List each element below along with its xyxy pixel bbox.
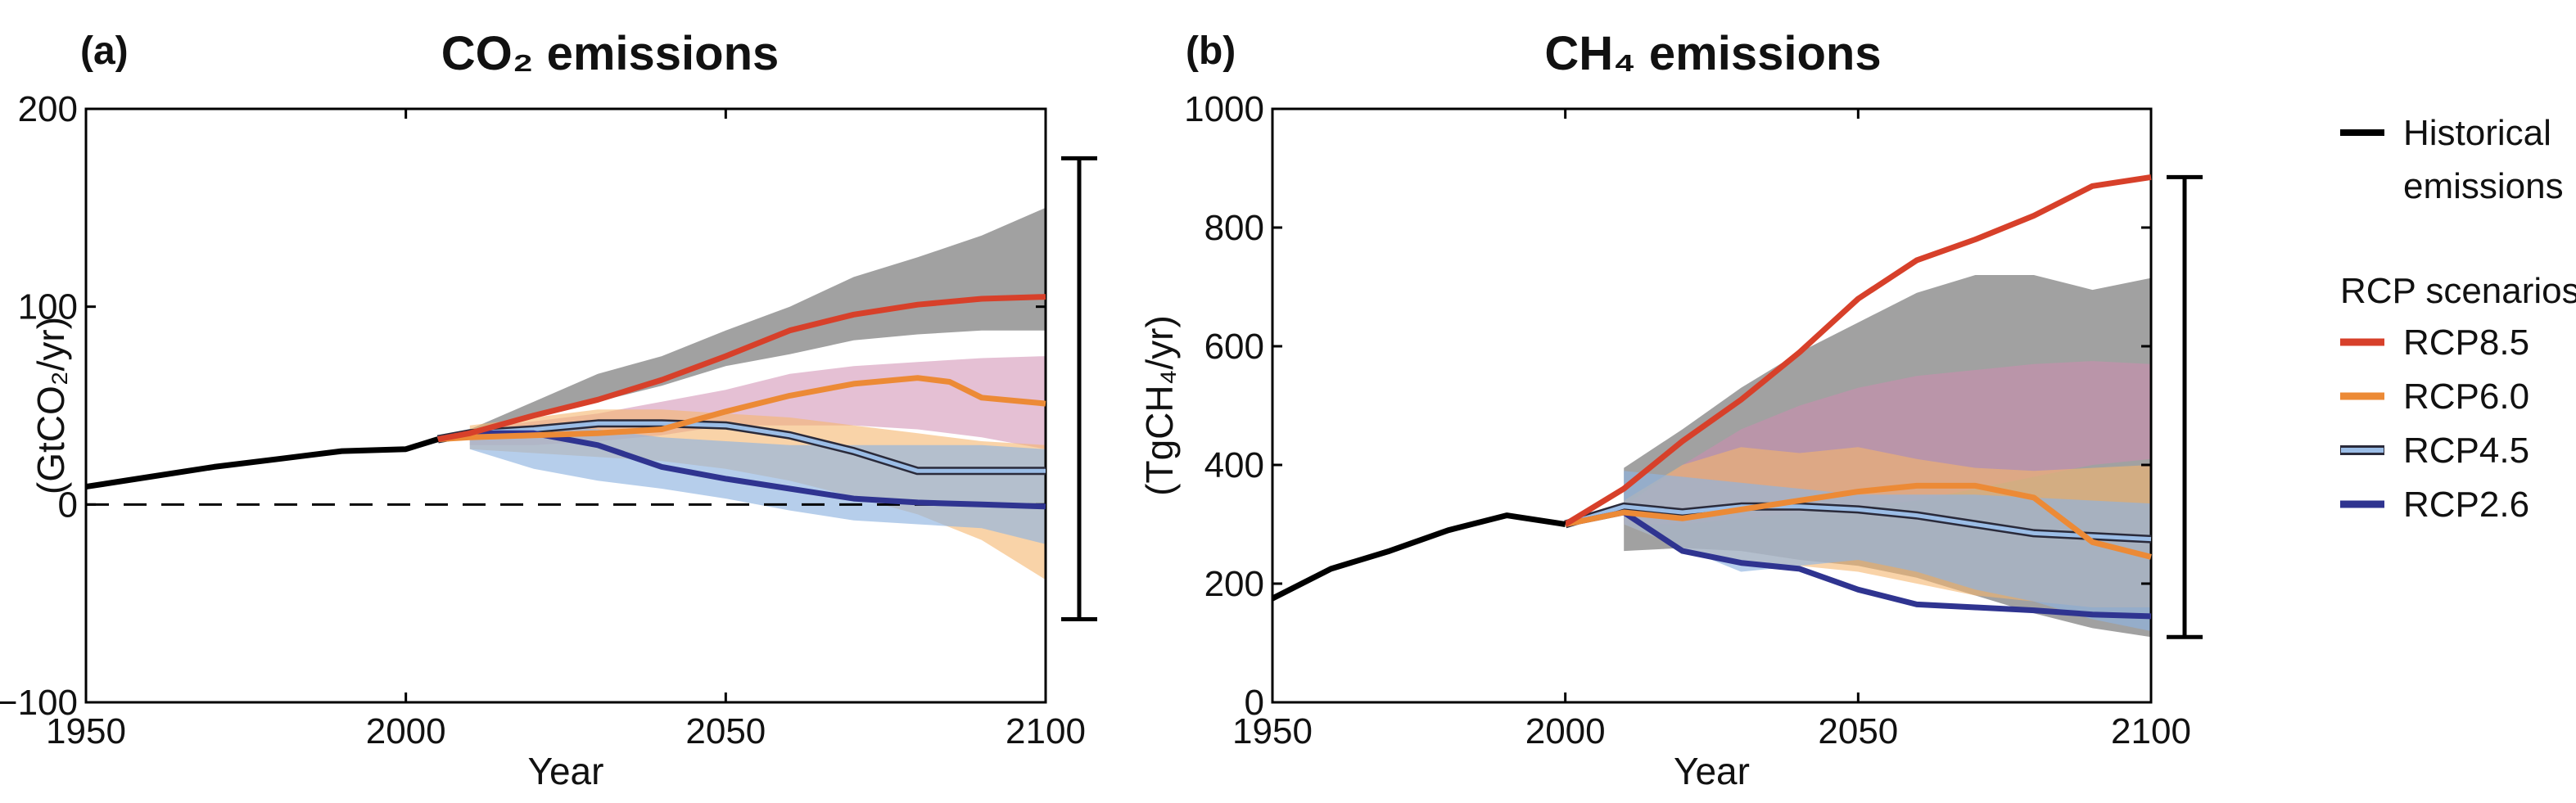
- x-tick-label: 1950: [1232, 711, 1313, 751]
- panel-title: CO₂ emissions: [441, 27, 780, 80]
- y-tick-label: −100: [0, 683, 78, 723]
- uncertainty-bands: [1624, 275, 2151, 638]
- x-tick-label: 1950: [46, 711, 126, 751]
- y-axis-title: (TgCH₄/yr): [1138, 315, 1181, 496]
- y-tick-label: 1000: [1184, 89, 1264, 129]
- rcp45-line: [1564, 504, 2152, 542]
- panel-letter: (b): [1186, 29, 1236, 73]
- scenario-lines: [1271, 174, 2152, 620]
- legend-label-rcp45: RCP4.5: [2403, 431, 2529, 471]
- legend-label-historical: emissions: [2403, 166, 2564, 206]
- band-rcp26-range-band: [1624, 471, 2151, 631]
- y-tick-label: 800: [1204, 208, 1264, 248]
- legend-label-historical: Historical: [2403, 113, 2551, 153]
- uncertainty-bands: [469, 207, 1046, 580]
- rcp60-line: [1565, 482, 2152, 560]
- panel-letter: (a): [80, 29, 129, 73]
- legend: Historical emissions RCP scenarios RCP8.5 RC…: [2340, 113, 2576, 525]
- plot-frame: [84, 107, 1047, 704]
- scenario-lines: [85, 294, 1046, 510]
- scenario-range-bar: [1061, 156, 1097, 621]
- rcp26-line: [1565, 509, 2152, 620]
- x-axis-title: Year: [1674, 750, 1750, 792]
- legend-label-rcp60: RCP6.0: [2403, 377, 2529, 417]
- axis-ticks: 1950 2000 2050 2100 0 200 400 600 800 1000: [1184, 89, 2191, 751]
- legend-label-rcp26: RCP2.6: [2403, 485, 2529, 525]
- co2-emissions-panel: 1950 2000 2050 2100 −100 0 100 200 Year (GtCO₂/yr…: [0, 27, 1097, 792]
- rcp85-line: [437, 294, 1046, 443]
- rcp60-line: [437, 375, 1046, 443]
- legend-label-rcp85: RCP8.5: [2403, 323, 2529, 363]
- y-tick-label: 400: [1204, 445, 1264, 485]
- y-tick-label: 600: [1204, 327, 1264, 367]
- legend-section-title: RCP scenarios: [2340, 271, 2576, 311]
- x-tick-label: 2100: [1006, 711, 1086, 751]
- x-axis-title: Year: [528, 750, 604, 792]
- x-tick-label: 2000: [1525, 711, 1606, 751]
- x-tick-label: 2050: [1818, 711, 1898, 751]
- y-tick-label: 100: [18, 287, 78, 327]
- y-tick-label: 0: [1245, 683, 1264, 723]
- y-tick-label: 200: [18, 89, 78, 129]
- x-tick-label: 2000: [366, 711, 446, 751]
- panel-title: CH₄ emissions: [1544, 27, 1881, 80]
- axis-ticks: 1950 2000 2050 2100 −100 0 100 200: [0, 89, 1086, 751]
- scenario-range-bar: [2167, 174, 2203, 639]
- x-tick-label: 2050: [685, 711, 766, 751]
- y-tick-label: 200: [1204, 564, 1264, 604]
- plot-frame: [1271, 107, 2153, 704]
- historical-emissions-line: [1271, 512, 1566, 602]
- band-rcp85-range-band: [469, 207, 1046, 438]
- y-tick-label: 0: [58, 485, 78, 525]
- ch4-emissions-panel: 1950 2000 2050 2100 0 200 400 600 800 1000 Year (Tg…: [1138, 27, 2203, 792]
- x-tick-label: 2100: [2111, 711, 2191, 751]
- historical-emissions-line: [85, 436, 439, 490]
- y-axis-title: (GtCO₂/yr): [29, 317, 72, 494]
- rcp85-line: [1563, 174, 2152, 527]
